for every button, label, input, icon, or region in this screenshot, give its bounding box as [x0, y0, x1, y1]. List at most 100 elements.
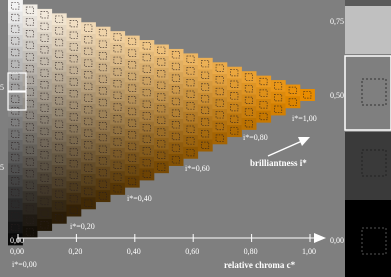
color-cell [183, 65, 198, 77]
color-cell [81, 69, 96, 81]
color-cell [154, 103, 169, 115]
color-cell [8, 198, 23, 210]
color-cell [23, 4, 38, 16]
color-cell [169, 119, 184, 131]
color-cell [139, 145, 154, 157]
color-cell [8, 70, 23, 82]
color-cell [8, 210, 23, 222]
color-cell [66, 53, 81, 65]
color-cell [242, 95, 257, 107]
color-cell [154, 161, 169, 173]
color-cell [81, 57, 96, 69]
color-cell [256, 111, 271, 123]
color-cell [81, 116, 96, 128]
color-cell [183, 53, 198, 65]
arrow-label: brilliantness i* [250, 158, 307, 168]
color-cell [169, 131, 184, 143]
color-cell [37, 137, 52, 149]
color-cell [52, 13, 67, 25]
x-tick-label: 0,20 [68, 247, 82, 256]
color-cell [96, 190, 111, 202]
color-cell [66, 181, 81, 193]
color-cell [52, 48, 67, 60]
level-label: i*=1,00 [292, 114, 317, 123]
color-cell [66, 205, 81, 217]
color-cell [154, 150, 169, 162]
color-cell [66, 146, 81, 158]
color-cell [198, 116, 213, 128]
color-cell [37, 196, 52, 208]
x-tick-label: 0,00 [10, 247, 24, 256]
color-cell [52, 37, 67, 49]
color-cell [198, 81, 213, 93]
color-cell [8, 222, 23, 234]
color-cell [52, 200, 67, 212]
color-cell [81, 34, 96, 46]
color-cell [23, 168, 38, 180]
color-cell [23, 16, 38, 28]
color-cell [81, 92, 96, 104]
level-label: i*=0,60 [185, 164, 210, 173]
color-cell [110, 66, 125, 78]
color-cell [23, 180, 38, 192]
color-cell [37, 32, 52, 44]
color-cell [154, 68, 169, 80]
color-cell [125, 176, 140, 188]
x-tick-label: 0,40 [127, 247, 141, 256]
color-cell [23, 51, 38, 63]
color-cell [23, 191, 38, 203]
color-cell [96, 97, 111, 109]
color-cell [110, 43, 125, 55]
level-label: i*=0,20 [70, 222, 95, 231]
color-cell [8, 152, 23, 164]
color-cell [169, 72, 184, 84]
color-cell [96, 178, 111, 190]
color-cell [212, 121, 227, 133]
color-cell [66, 88, 81, 100]
color-cell [23, 121, 38, 133]
swatch [345, 132, 391, 200]
color-cell [125, 71, 140, 83]
color-cell [81, 46, 96, 58]
color-cell [37, 9, 52, 21]
color-cell [139, 157, 154, 169]
color-cell [125, 141, 140, 153]
level-label: i*=0,80 [243, 133, 268, 142]
color-cell [37, 102, 52, 114]
color-cell [37, 21, 52, 33]
color-cell [52, 165, 67, 177]
color-cell [256, 99, 271, 111]
color-cell [8, 35, 23, 47]
color-cell [96, 38, 111, 50]
color-cell [110, 183, 125, 195]
left-label: 5 [0, 83, 4, 92]
color-cell [66, 64, 81, 76]
color-cell [212, 132, 227, 144]
color-cell [37, 207, 52, 219]
color-cell [37, 149, 52, 161]
color-cell [52, 83, 67, 95]
color-cell [23, 98, 38, 110]
color-cell [139, 168, 154, 180]
color-cell [23, 74, 38, 86]
color-cell [212, 74, 227, 86]
color-cell [37, 219, 52, 231]
color-cell [110, 148, 125, 160]
color-cell [96, 167, 111, 179]
color-cell [52, 153, 67, 165]
color-cell [96, 27, 111, 39]
color-cell [110, 78, 125, 90]
color-cell [271, 80, 286, 92]
color-cell [110, 31, 125, 43]
color-cell [125, 82, 140, 94]
color-cell [96, 143, 111, 155]
color-cell [227, 90, 242, 102]
color-cell [8, 23, 23, 35]
color-cell [81, 139, 96, 151]
color-cell [23, 109, 38, 121]
color-cell [198, 93, 213, 105]
color-cell [23, 28, 38, 40]
color-cell [139, 63, 154, 75]
color-cell [66, 29, 81, 41]
color-cell [23, 215, 38, 227]
